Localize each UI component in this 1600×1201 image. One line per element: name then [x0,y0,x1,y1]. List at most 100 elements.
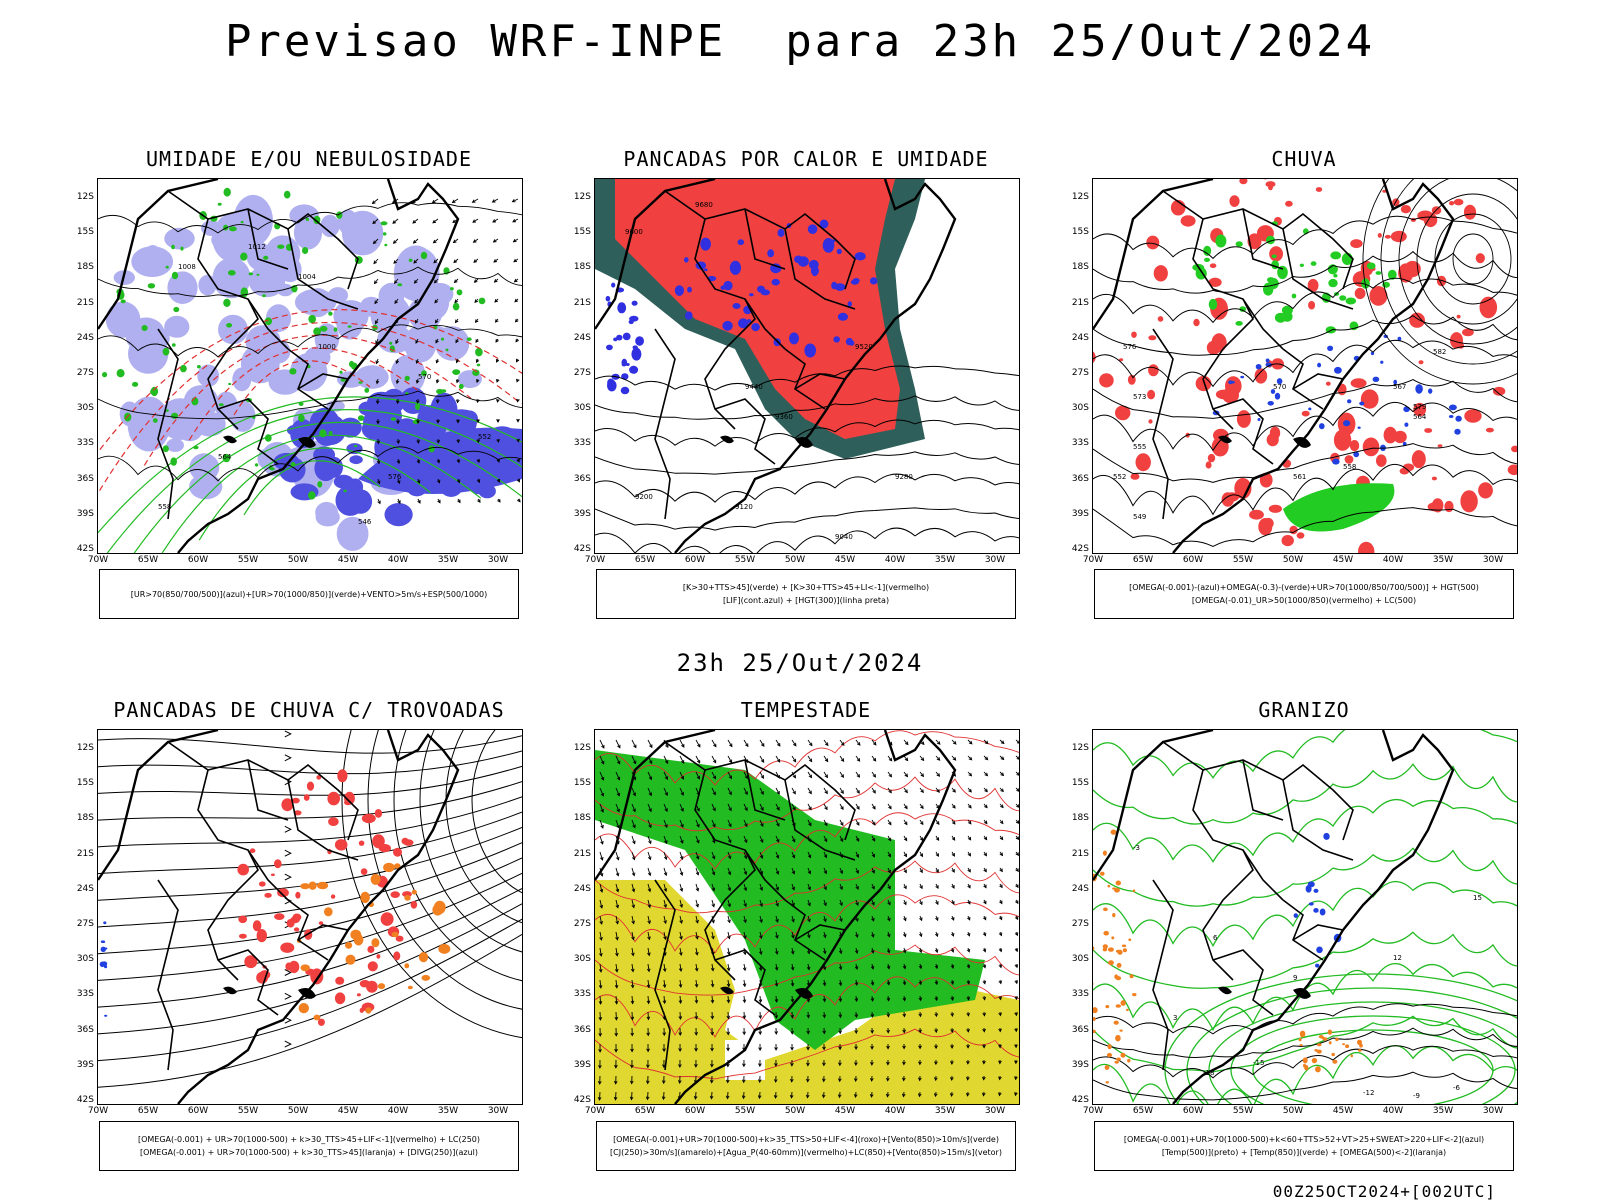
latitude-tick-label: 15S [1065,227,1089,237]
latitude-tick-label: 36S [567,1025,591,1035]
latitude-tick-label: 42S [567,1095,591,1105]
lif-contour [855,252,866,260]
low-humidity-contour [354,445,358,447]
lif-contour [767,249,774,257]
low-humidity-contour [163,348,170,356]
rain-area [1311,261,1317,266]
rain-area [1099,373,1114,387]
low-humidity-contour [397,283,402,286]
rain-area [1216,390,1231,400]
panel-legend: [OMEGA(-0.001)+UR>70(1000-500)+k>35_TTS>… [596,1121,1016,1171]
thunderstorm-area [367,946,374,953]
rain-area [1332,459,1339,465]
omega-area [1119,1030,1122,1032]
thunderstorm-area [383,863,395,872]
rain-area [1300,264,1304,267]
map-canvas [595,730,1019,1104]
legend-line: [OMEGA(-0.001)+UR>70(1000-500)+k<60+TTS>… [1124,1133,1484,1146]
latitude-tick-label: 42S [70,1095,94,1105]
latitude-tick-label: 21S [70,298,94,308]
rain-area [1317,363,1321,368]
rain-area [1258,418,1261,421]
lif-contour [870,277,878,284]
rain-area [1376,454,1387,467]
longitude-tick-label: 35W [433,1106,463,1116]
contour-label: 576 [388,473,402,481]
rain-area [1464,205,1476,220]
low-humidity-contour [459,384,464,389]
bottom-row-subtitle: 23h 25/Out/2024 [0,649,1600,677]
contour-label: -6 [1453,1084,1461,1092]
omega-area [1105,1005,1109,1008]
humidity-area [326,420,347,433]
contour-label: 3 [1173,1014,1177,1022]
thunderstorm-area [375,809,382,818]
contour-line [1093,848,1517,906]
legend-line: [K>30+TTS>45](verde) + [K>30+TTS>45+LI<-… [683,581,929,594]
panel-legend: [OMEGA(-0.001)+UR>70(1000-500)+k<60+TTS>… [1094,1121,1514,1171]
rain-area [1148,335,1156,340]
lif-contour [838,313,848,321]
thunderstorm-area [368,961,378,971]
hail-area [1309,902,1314,905]
low-humidity-contour [263,256,268,260]
low-humidity-contour [467,337,472,341]
lif-contour [611,283,615,288]
legend-line: [OMEGA(-0.001) + UR>70(1000-500) + k>30_… [140,1146,478,1159]
latitude-tick-label: 21S [567,849,591,859]
contour-label: 570 [1273,383,1286,391]
rain-area [1275,393,1280,400]
lif-contour [749,293,753,296]
longitude-tick-label: 70W [580,1106,610,1116]
rain-area [1454,199,1464,206]
lif-contour [629,366,638,374]
thunderstorm-area [304,794,310,801]
rain-area [1438,444,1443,447]
latitude-tick-label: 15S [70,227,94,237]
latitude-tick-label: 27S [1065,368,1089,378]
rain-area [1302,411,1310,417]
contour-label: -15 [1253,1059,1264,1067]
thunderstorm-area [294,927,299,931]
thunderstorm-area [404,963,409,968]
contour-label: 546 [358,518,372,526]
lif-contour [811,266,819,276]
humidity-area [106,302,141,338]
legend-line: [Temp(500)](preto) + [Temp(850)](verde) … [1162,1146,1446,1159]
omega-area [1115,1035,1121,1042]
latitude-tick-label: 30S [70,403,94,413]
low-humidity-contour [472,369,479,376]
latitude-tick-label: 33S [70,438,94,448]
low-humidity-contour [450,287,454,290]
hail-area [1306,885,1312,893]
contour-line [595,452,1019,474]
rain-area [1361,389,1379,408]
low-humidity-contour [436,389,443,394]
panel-title: GRANIZO [1084,698,1524,722]
contour-label: 555 [1133,443,1146,451]
rain-area [1363,438,1380,457]
low-humidity-contour [421,252,427,260]
latitude-tick-label: 21S [70,849,94,859]
rain-area [1476,253,1485,263]
rain-area [1292,294,1297,299]
longitude-tick-label: 40W [1378,555,1408,565]
omega-area [1108,960,1114,965]
latitude-tick-label: 27S [1065,919,1089,929]
rain-area [1358,427,1361,429]
contour-line [595,474,1019,502]
thunderstorm-area [335,839,348,850]
rain-area [1380,361,1383,364]
low-humidity-contour [389,342,392,345]
divergence-area [100,962,105,968]
rain-area [1355,288,1366,299]
omega-area [1328,1030,1332,1035]
rain-area [1228,380,1233,384]
low-humidity-contour [298,415,305,422]
rain-area [1359,402,1364,406]
omega-area [1105,1065,1110,1070]
low-humidity-contour [364,388,369,393]
latitude-tick-label: 36S [70,474,94,484]
longitude-tick-label: 50W [1278,555,1308,565]
longitude-tick-label: 65W [1128,555,1158,565]
